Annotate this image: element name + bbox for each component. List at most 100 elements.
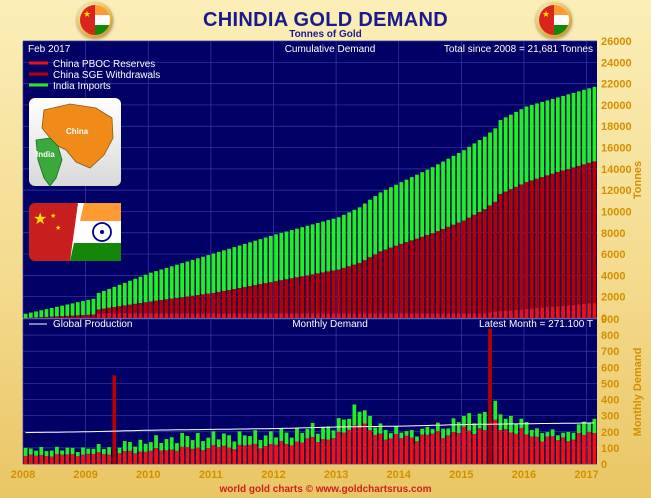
- india-bar: [23, 313, 28, 318]
- monthly-china-bar: [86, 453, 91, 464]
- svg-text:★: ★: [55, 224, 61, 232]
- monthly-china-bar: [222, 445, 226, 464]
- india-bar: [49, 307, 54, 317]
- india-bar: [143, 274, 148, 303]
- sge-bar: [331, 270, 336, 314]
- pboc-bar: [133, 313, 138, 318]
- monthly-india-bar: [394, 425, 398, 435]
- sge-bar: [383, 249, 388, 314]
- monthly-china-bar: [519, 428, 524, 464]
- top-y-tick-label: 26000: [601, 36, 632, 48]
- monthly-india-bar: [415, 436, 419, 442]
- sge-bar: [420, 236, 425, 314]
- sge-bar: [321, 272, 325, 314]
- monthly-china-bar: [268, 444, 273, 464]
- india-bar: [133, 278, 138, 304]
- sge-bar: [561, 170, 565, 306]
- sge-bar: [472, 214, 477, 314]
- sge-bar: [117, 306, 122, 314]
- monthly-china-bar: [232, 449, 237, 464]
- pboc-bar: [566, 305, 571, 318]
- india-bar: [576, 91, 581, 166]
- monthly-china-bar: [336, 431, 341, 464]
- monthly-china-bar: [545, 436, 550, 464]
- india-bar: [368, 199, 372, 258]
- monthly-india-bar: [237, 431, 242, 445]
- india-bar: [592, 86, 597, 162]
- sge-bar: [409, 240, 414, 314]
- monthly-china-bar: [81, 454, 85, 464]
- bottom-y-tick-label: 900: [601, 314, 619, 326]
- pboc-bar: [180, 313, 185, 318]
- monthly-china-bar: [102, 454, 106, 464]
- monthly-china-bar: [39, 455, 44, 464]
- sge-bar: [394, 245, 398, 314]
- india-bar: [550, 98, 555, 174]
- india-bar: [383, 189, 388, 250]
- top-y-tick-labels: 0 2000 4000 6000 8000 10000 12000 14000 16000 180…: [601, 36, 632, 325]
- india-bar: [279, 232, 284, 281]
- sge-bar: [201, 294, 205, 314]
- sge-bar: [81, 315, 85, 318]
- india-bar: [326, 220, 331, 272]
- pboc-bar: [373, 313, 378, 318]
- pboc-bar: [169, 313, 174, 318]
- pboc-bar: [503, 310, 508, 318]
- monthly-china-bar: [399, 438, 404, 464]
- sge-bar: [295, 277, 299, 314]
- monthly-india-bar: [326, 426, 331, 440]
- sge-bar: [169, 298, 174, 314]
- legend-sge-label: China SGE Withdrawals: [53, 70, 160, 81]
- monthly-china-bar: [227, 447, 231, 464]
- monthly-china-bar: [216, 447, 221, 464]
- monthly-india-bar: [529, 430, 534, 437]
- pboc-bar: [347, 313, 352, 318]
- bottom-y-tick-label: 0: [601, 459, 607, 471]
- india-bar: [138, 276, 143, 304]
- monthly-india-bar: [232, 441, 237, 450]
- india-bar: [482, 136, 487, 210]
- sge-bar: [65, 315, 70, 318]
- sge-bar: [242, 287, 247, 314]
- monthly-india-bar: [91, 448, 96, 455]
- sge-bar: [86, 314, 91, 318]
- sge-bar: [190, 295, 195, 314]
- india-bar: [488, 132, 492, 206]
- monthly-china-bar: [404, 435, 409, 464]
- bottom-y-tick-label: 600: [601, 362, 619, 374]
- sge-bar: [263, 283, 268, 314]
- india-bar: [102, 290, 106, 309]
- sge-bar: [362, 260, 367, 314]
- pboc-bar: [128, 313, 132, 318]
- pboc-bar: [378, 313, 383, 318]
- svg-text:★: ★: [50, 212, 56, 220]
- monthly-india-bar: [274, 437, 278, 445]
- monthly-china-bar: [462, 426, 466, 464]
- chart-subtitle: Tonnes of Gold: [289, 29, 362, 40]
- india-bar: [263, 237, 268, 284]
- monthly-india-bar: [441, 428, 445, 439]
- chart-footer: world gold charts © www.goldchartsrus.co…: [219, 484, 432, 495]
- bottom-y-tick-label: 500: [601, 378, 619, 390]
- pboc-bar: [295, 313, 299, 318]
- monthly-india-bar: [148, 442, 153, 451]
- sge-bar: [514, 186, 518, 310]
- x-tick-label: 2010: [136, 469, 160, 481]
- monthly-china-bar: [535, 436, 539, 464]
- monthly-india-bar: [201, 441, 205, 451]
- pboc-bar: [211, 313, 216, 318]
- monthly-india-bar: [404, 431, 409, 436]
- monthly-india-bar: [362, 410, 367, 424]
- monthly-china-bar: [331, 438, 336, 464]
- monthly-india-bar: [107, 447, 111, 455]
- pboc-bar: [159, 313, 164, 318]
- monthly-china-bar: [237, 444, 242, 464]
- india-bar: [242, 243, 247, 288]
- india-bar: [75, 302, 80, 316]
- pboc-bar: [143, 313, 148, 318]
- sge-bar: [582, 164, 586, 304]
- monthly-china-bar: [441, 438, 445, 464]
- pboc-bar: [258, 313, 263, 318]
- monthly-china-bar: [55, 454, 59, 464]
- monthly-china-bar: [566, 441, 571, 464]
